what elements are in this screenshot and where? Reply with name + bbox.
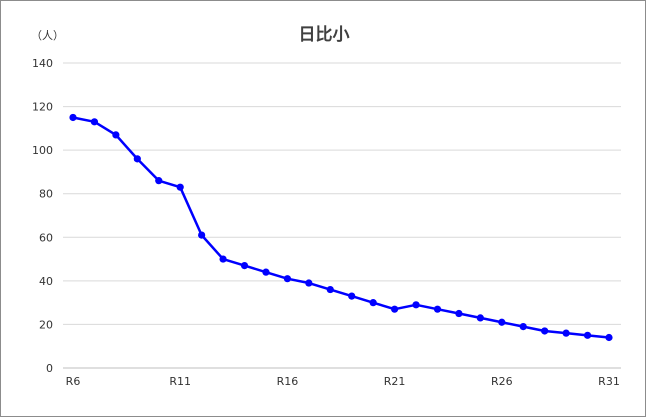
chart-title: 日比小 xyxy=(299,24,350,45)
y-tick-label: 0 xyxy=(46,362,53,375)
data-point xyxy=(519,323,527,331)
y-tick-label: 100 xyxy=(32,144,53,157)
data-point xyxy=(176,183,184,191)
y-tick-label: 20 xyxy=(39,318,53,331)
y-unit-label: （人） xyxy=(31,29,64,42)
data-point xyxy=(476,314,484,322)
x-tick-label: R11 xyxy=(169,375,191,388)
data-point xyxy=(369,299,377,307)
data-point xyxy=(326,285,334,294)
y-tick-label: 60 xyxy=(39,231,53,244)
data-point xyxy=(605,333,613,342)
data-point xyxy=(562,329,570,337)
y-tick-label: 40 xyxy=(39,275,53,288)
data-point xyxy=(112,131,120,139)
data-point xyxy=(583,331,592,339)
data-point xyxy=(283,275,291,283)
data-point xyxy=(455,309,463,318)
y-tick-label: 140 xyxy=(32,57,53,70)
data-point xyxy=(433,305,442,313)
data-point xyxy=(219,255,227,263)
data-point xyxy=(541,327,549,335)
y-tick-label: 120 xyxy=(32,101,53,114)
data-point xyxy=(133,155,141,163)
data-point xyxy=(262,268,270,276)
series-layer xyxy=(69,113,613,342)
data-point xyxy=(391,305,399,313)
y-tick-label: 80 xyxy=(39,188,53,201)
data-point xyxy=(498,318,506,326)
x-tick-label: R6 xyxy=(66,375,81,388)
data-point xyxy=(240,262,249,270)
data-point xyxy=(90,118,99,126)
data-point xyxy=(69,113,77,122)
x-tick-label: R16 xyxy=(277,375,299,388)
series-line xyxy=(72,116,610,339)
data-point xyxy=(412,301,420,309)
data-point xyxy=(348,292,356,300)
x-tick-label: R31 xyxy=(598,375,620,388)
y-axis: 0 20 40 60 80 100 120 140 xyxy=(32,57,53,375)
x-tick-label: R21 xyxy=(384,375,406,388)
data-point xyxy=(305,279,313,287)
gridlines xyxy=(63,62,621,369)
data-point xyxy=(198,231,206,239)
data-point xyxy=(155,177,163,185)
x-axis: R6 R11 R16 R21 R26 R31 xyxy=(66,375,620,388)
x-tick-label: R26 xyxy=(491,375,513,388)
